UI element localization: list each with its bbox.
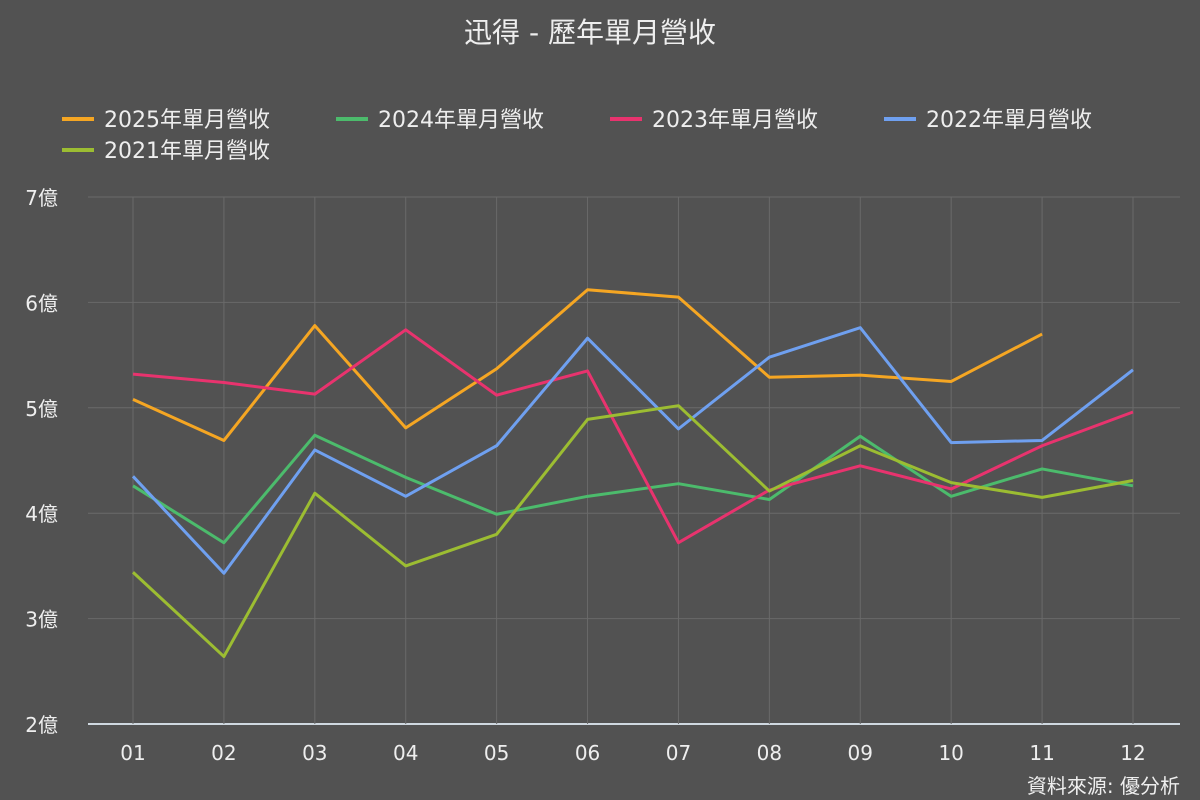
y-tick-label: 2億 — [25, 713, 58, 737]
x-tick-label: 04 — [393, 741, 418, 765]
series-line-2021 — [131, 404, 1134, 659]
source-label: 資料來源: 優分析 — [1027, 774, 1180, 798]
series-lines — [131, 288, 1134, 659]
x-tick-label: 01 — [120, 741, 145, 765]
y-tick-label: 5億 — [25, 397, 58, 421]
x-tick-label: 12 — [1120, 741, 1145, 765]
legend-label: 2024年單月營收 — [378, 108, 544, 133]
x-tick-label: 08 — [757, 741, 782, 765]
series-line-2025 — [132, 288, 1043, 442]
x-tick-label: 10 — [938, 741, 963, 765]
x-tick-label: 09 — [848, 741, 873, 765]
legend: 2025年單月營收 2024年單月營收 2023年單月營收 2022年單月營收 2021… — [62, 108, 1092, 164]
x-tick-label: 07 — [666, 741, 691, 765]
x-tick-label: 02 — [211, 741, 236, 765]
grid — [88, 196, 1180, 725]
y-tick-label: 3億 — [25, 608, 58, 632]
legend-label: 2023年單月營收 — [652, 108, 818, 133]
y-tick-label: 7億 — [25, 186, 58, 210]
y-tick-label: 4億 — [25, 502, 58, 526]
y-tick-label: 6億 — [25, 291, 58, 315]
x-tick-label: 05 — [484, 741, 509, 765]
axes: 2億 3億 4億 5億 6億 7億 01 02 03 04 05 06 07 08 09 10 11 12 — [25, 186, 1145, 765]
legend-label: 2022年單月營收 — [926, 108, 1092, 133]
series-line-2024 — [132, 433, 1134, 545]
legend-label: 2021年單月營收 — [104, 139, 270, 164]
x-tick-label: 03 — [302, 741, 327, 765]
series-line-2023 — [132, 328, 1134, 545]
series-line-2022 — [131, 326, 1134, 575]
x-tick-label: 06 — [575, 741, 600, 765]
chart-title: 迅得 - 歷年單月營收 — [464, 16, 716, 49]
x-tick-label: 11 — [1029, 741, 1054, 765]
legend-label: 2025年單月營收 — [104, 108, 270, 133]
